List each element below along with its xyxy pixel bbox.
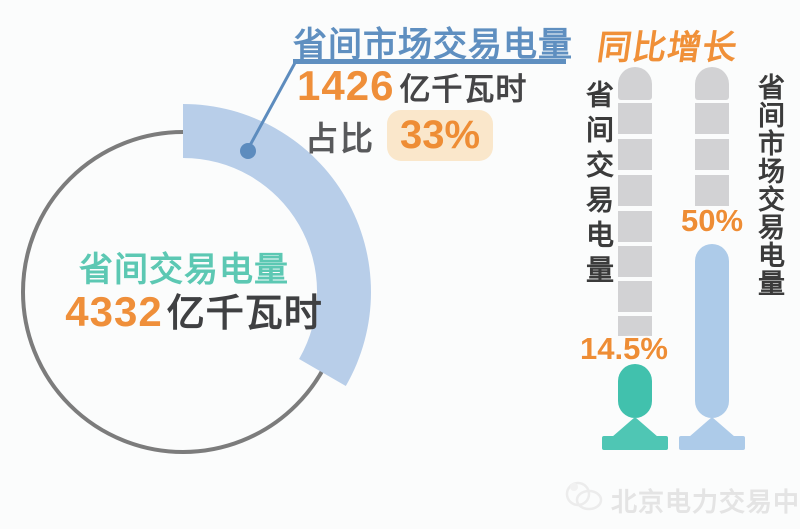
share-value: 33% (400, 113, 481, 157)
callout-underline (293, 59, 566, 64)
bar-label-interprovincial: 省间交易电量 (583, 80, 614, 290)
watermark-text: 北京电力交易中心 (611, 487, 800, 517)
share-row: 占比 33% (305, 110, 494, 161)
growth-title: 同比增长 (594, 29, 741, 67)
bar-value-interprovincial-market: 50% (681, 203, 744, 238)
thermometer-stand-base (602, 436, 668, 450)
donut-arc-33pct (183, 104, 371, 386)
thermometer-stand-triangle (689, 417, 735, 437)
donut-center-label: 省间交易电量 (79, 251, 289, 289)
thermometer-segment (618, 103, 652, 134)
thermometer-segment (695, 103, 729, 134)
donut-center-value: 4332 (65, 288, 163, 335)
thermometer-segment (618, 281, 652, 312)
callout-value-row: 1426 亿千瓦时 (297, 62, 527, 110)
thermometer-stand-triangle (612, 417, 658, 437)
thermometer-segment (618, 246, 652, 277)
share-label: 占比 (305, 119, 375, 157)
callout-unit: 亿千瓦时 (399, 72, 528, 107)
callout-value: 1426 (297, 62, 395, 109)
thermometer-segment (695, 139, 729, 170)
thermometer-segment (618, 211, 652, 242)
thermometer-segment (618, 139, 652, 170)
donut-center-value-row: 4332 亿千瓦时 (44, 282, 344, 337)
bptc-logo-icon (565, 481, 603, 511)
thermometer-fill-teal (618, 364, 652, 418)
callout-dot-icon (240, 143, 256, 159)
thermometer-segment (695, 175, 729, 206)
share-badge: 33% (387, 110, 494, 161)
donut-center-unit: 亿千瓦时 (166, 293, 323, 335)
thermometer-fill-blue (695, 244, 729, 418)
thermometer-segment (618, 67, 652, 100)
callout-title: 省间市场交易电量 (293, 26, 573, 64)
thermometer-segment (618, 175, 652, 206)
bar-value-interprovincial: 14.5% (580, 331, 668, 366)
thermometer-segment (695, 67, 729, 100)
bar-label-interprovincial-market: 省间市场交易电量 (754, 73, 784, 297)
callout-line (246, 60, 298, 150)
thermometer-segment (618, 316, 652, 336)
thermometer-stand-base (679, 436, 745, 450)
